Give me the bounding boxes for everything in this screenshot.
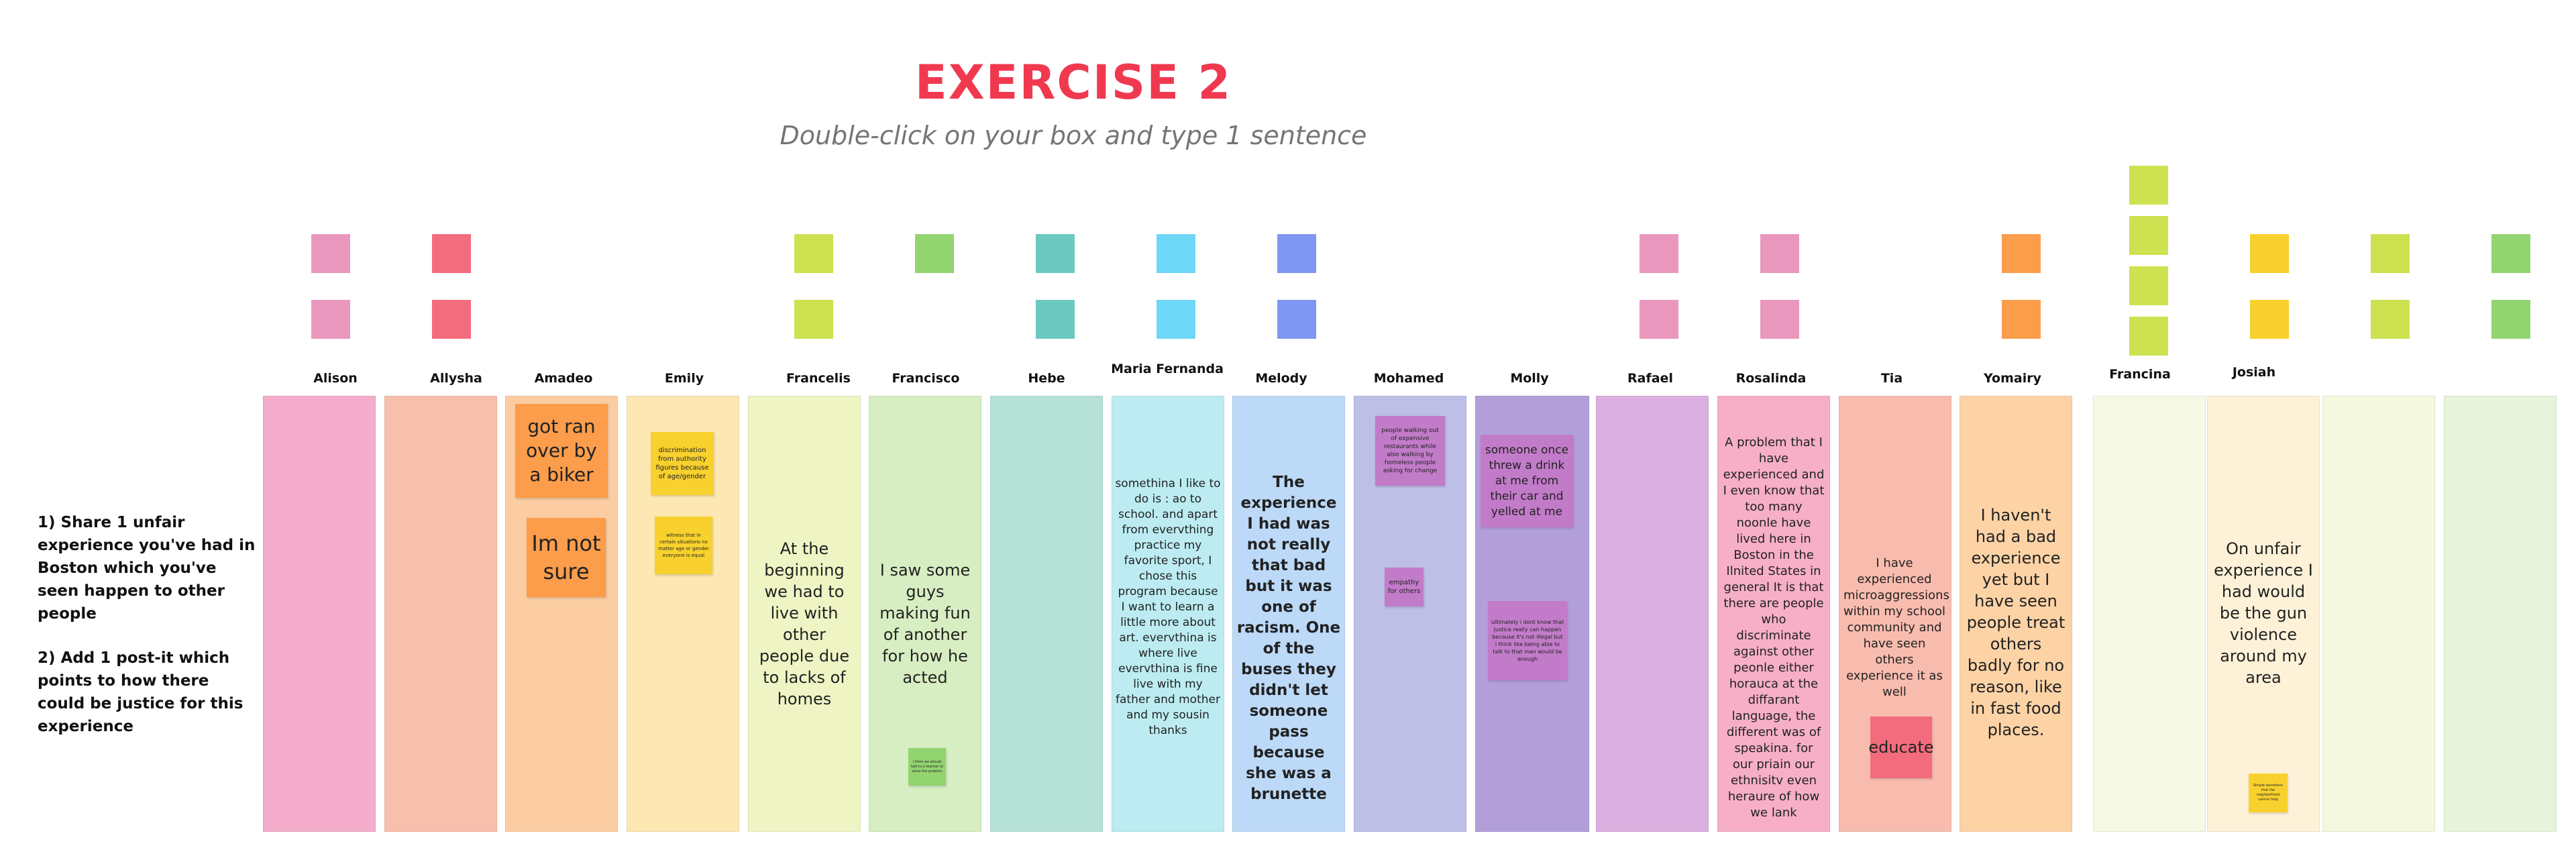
tag-square-josiah[interactable] xyxy=(2250,300,2289,339)
post-it-note[interactable]: discrimination from authority figures be… xyxy=(651,432,714,495)
tag-square-yomairy[interactable] xyxy=(2002,234,2041,273)
participant-name: Molly xyxy=(1510,371,1549,386)
box-rosalinda[interactable] xyxy=(1717,396,1830,832)
box-extra-2[interactable] xyxy=(2444,396,2557,832)
participant-name: Rafael xyxy=(1627,371,1673,386)
experience-text-maria: somethina I like to do is : ao to school… xyxy=(1115,477,1221,737)
participant-name: Rosalinda xyxy=(1735,371,1807,386)
box-extra-1[interactable] xyxy=(2322,396,2435,832)
post-it-note[interactable]: someone once threw a drink at me from th… xyxy=(1481,435,1573,527)
participant-name: Melody xyxy=(1255,371,1307,386)
post-it-note[interactable]: i think we should talk to a teacher to s… xyxy=(908,748,946,786)
participant-name: Francisco xyxy=(892,371,960,386)
experience-text-francisco: I saw some guys making fun of another fo… xyxy=(879,561,971,687)
post-it-note[interactable]: people walking out of expensive restaura… xyxy=(1375,416,1445,486)
post-it-note[interactable]: Simple secretions that the neighborhood … xyxy=(2249,773,2288,812)
experience-text-melody: The experience I had was not really that… xyxy=(1236,474,1341,803)
participant-name: Francina xyxy=(2109,367,2171,382)
tag-square-francelis[interactable] xyxy=(794,300,833,339)
tag-square-extra-2[interactable] xyxy=(2491,234,2530,273)
page-subtitle: Double-click on your box and type 1 sent… xyxy=(780,121,1367,150)
tag-square-extra-2[interactable] xyxy=(2491,300,2530,339)
tag-square-rosalinda[interactable] xyxy=(1760,234,1799,273)
box-francina[interactable] xyxy=(2093,396,2206,832)
experience-text-josiah: On unfair experience I had would be the … xyxy=(2214,539,2313,687)
tag-square-maria[interactable] xyxy=(1157,234,1195,273)
experience-text-tia: I have experienced microaggressions with… xyxy=(1843,556,1949,699)
tag-square-alison[interactable] xyxy=(311,300,350,339)
box-allysha[interactable] xyxy=(384,396,497,832)
box-francelis[interactable] xyxy=(748,396,861,832)
post-it-note[interactable]: empathy for others xyxy=(1385,568,1424,606)
box-alison[interactable] xyxy=(263,396,376,832)
tag-square-francina[interactable] xyxy=(2129,216,2168,255)
instruction-step-2: 2) Add 1 post-it which points to how the… xyxy=(38,649,244,735)
experience-text-francelis: At the beginning we had to live with oth… xyxy=(759,539,850,708)
participant-name: Tia xyxy=(1880,371,1903,386)
tag-square-melody[interactable] xyxy=(1277,234,1316,273)
participant-name: Allysha xyxy=(430,371,482,386)
tag-square-melody[interactable] xyxy=(1277,300,1316,339)
participant-name: Mohamed xyxy=(1373,371,1444,386)
post-it-note[interactable]: got ran over by a biker xyxy=(515,404,608,498)
post-it-note[interactable]: Im not sure xyxy=(527,518,606,597)
participant-name: Hebe xyxy=(1028,371,1065,386)
box-yomairy[interactable] xyxy=(1960,396,2072,832)
tag-square-allysha[interactable] xyxy=(432,234,471,273)
tag-square-francina[interactable] xyxy=(2129,317,2168,356)
box-josiah[interactable] xyxy=(2207,396,2320,832)
participant-name: Francelis xyxy=(786,371,851,386)
participant-name: Maria Fernanda xyxy=(1111,362,1224,376)
tag-square-hebe[interactable] xyxy=(1036,234,1075,273)
box-melody[interactable] xyxy=(1232,396,1345,832)
tag-square-maria[interactable] xyxy=(1157,300,1195,339)
tag-square-extra-1[interactable] xyxy=(2371,300,2410,339)
tag-square-yomairy[interactable] xyxy=(2002,300,2041,339)
participant-name: Josiah xyxy=(2232,365,2276,380)
participant-name: Amadeo xyxy=(534,371,593,386)
tag-square-rafael[interactable] xyxy=(1640,300,1678,339)
tag-square-josiah[interactable] xyxy=(2250,234,2289,273)
post-it-note[interactable]: ultimately i dont know that justice real… xyxy=(1488,601,1567,680)
tag-square-francina[interactable] xyxy=(2129,266,2168,305)
tag-square-extra-1[interactable] xyxy=(2371,234,2410,273)
instruction-step-1: 1) Share 1 unfair experience you've had … xyxy=(38,514,256,623)
post-it-note[interactable]: witness that in certain situations no ma… xyxy=(655,517,712,574)
tag-square-hebe[interactable] xyxy=(1036,300,1075,339)
tag-square-alison[interactable] xyxy=(311,234,350,273)
experience-text-rosalinda: A problem that I have experienced and I … xyxy=(1723,435,1825,820)
box-hebe[interactable] xyxy=(990,396,1103,832)
post-it-note[interactable]: educate xyxy=(1868,716,1934,778)
tag-square-francina[interactable] xyxy=(2129,166,2168,205)
participant-name: Yomairy xyxy=(1984,371,2041,386)
tag-square-rosalinda[interactable] xyxy=(1760,300,1799,339)
tag-square-francisco[interactable] xyxy=(915,234,954,273)
tag-square-francelis[interactable] xyxy=(794,234,833,273)
box-maria[interactable] xyxy=(1112,396,1224,832)
experience-text-yomairy: I haven't had a bad experience yet but I… xyxy=(1966,506,2065,739)
tag-square-rafael[interactable] xyxy=(1640,234,1678,273)
tag-square-allysha[interactable] xyxy=(432,300,471,339)
participant-name: Emily xyxy=(664,371,704,386)
box-rafael[interactable] xyxy=(1596,396,1709,832)
page-title: EXERCISE 2 xyxy=(914,55,1232,110)
participant-name: Alison xyxy=(313,371,358,386)
